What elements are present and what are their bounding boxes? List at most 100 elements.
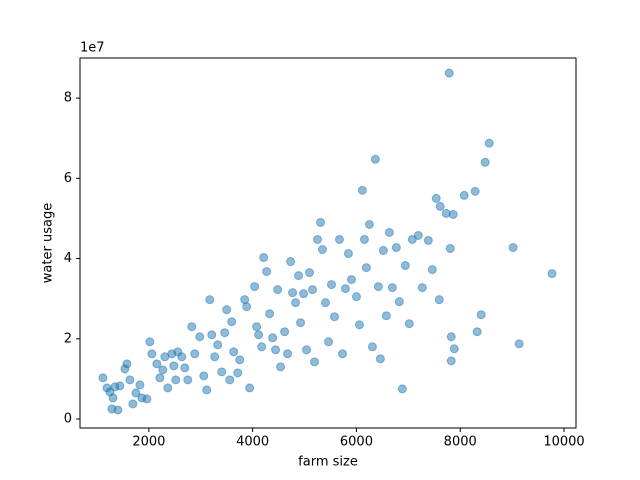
point [472,327,482,337]
point [359,234,369,244]
point [445,244,455,254]
y-tick-label: 0 [64,411,72,426]
point [476,310,486,320]
x-tick-label: 10000 [543,435,584,450]
point [435,201,445,211]
point [128,399,138,409]
point [286,257,296,267]
point [324,337,334,347]
point [317,245,327,255]
point [334,234,344,244]
y-tick-label: 2 [64,331,72,346]
point [225,375,235,385]
point [265,309,275,319]
point [122,359,132,369]
point [387,283,397,293]
point [444,68,454,78]
point [449,344,459,354]
point [375,354,385,364]
y-axis-label: water usage [41,203,56,283]
point [180,363,190,373]
point [268,333,278,343]
point [207,330,217,340]
point [361,263,371,273]
point [250,282,260,292]
point [155,373,165,383]
point [262,267,272,277]
point [190,349,200,359]
point [233,368,243,378]
point [257,342,267,352]
point [427,265,437,275]
point [373,282,383,292]
point [357,185,367,195]
point [213,340,223,350]
point [98,373,108,383]
point [446,356,456,366]
point [177,352,187,362]
point [404,319,414,329]
point [446,332,456,342]
point [276,362,286,372]
point [222,305,232,315]
point [417,283,427,293]
point [459,190,469,200]
plot-frame [79,57,577,429]
point [321,298,331,308]
point [480,157,490,167]
point [183,375,193,385]
point [413,230,423,240]
point [391,243,401,253]
point [283,349,293,359]
point [199,371,209,381]
point [508,243,518,253]
point [514,339,524,349]
point [202,385,212,395]
point [431,193,441,203]
x-tick-label: 4000 [236,435,269,450]
point [547,269,557,279]
point [229,347,239,357]
point [145,337,155,347]
x-tick-label: 6000 [340,435,373,450]
point [434,295,444,305]
point [381,311,391,321]
point [294,271,304,281]
point [163,383,173,393]
point [367,342,377,352]
point [326,280,336,290]
y-tick-label: 4 [64,251,72,266]
point [171,375,181,385]
point [152,359,162,369]
x-tick-label: 2000 [132,435,165,450]
point [423,235,433,245]
point [254,330,264,340]
point [470,186,480,196]
point [271,345,281,355]
point [115,381,125,391]
y-offset-label: 1e7 [80,41,105,56]
point [340,284,350,294]
point [296,318,306,328]
point [273,285,283,295]
point [351,292,361,302]
point [346,275,356,285]
point [252,322,262,332]
point [310,357,320,367]
point [147,349,157,359]
point [378,246,388,256]
point [227,317,237,327]
point [313,234,323,244]
point [484,138,494,148]
point [235,355,245,365]
point [308,285,318,295]
point [299,289,309,299]
point [220,328,230,338]
point [305,268,315,278]
point [210,352,220,362]
point [195,332,205,342]
point [448,209,458,219]
point [394,297,404,307]
point [242,302,252,312]
